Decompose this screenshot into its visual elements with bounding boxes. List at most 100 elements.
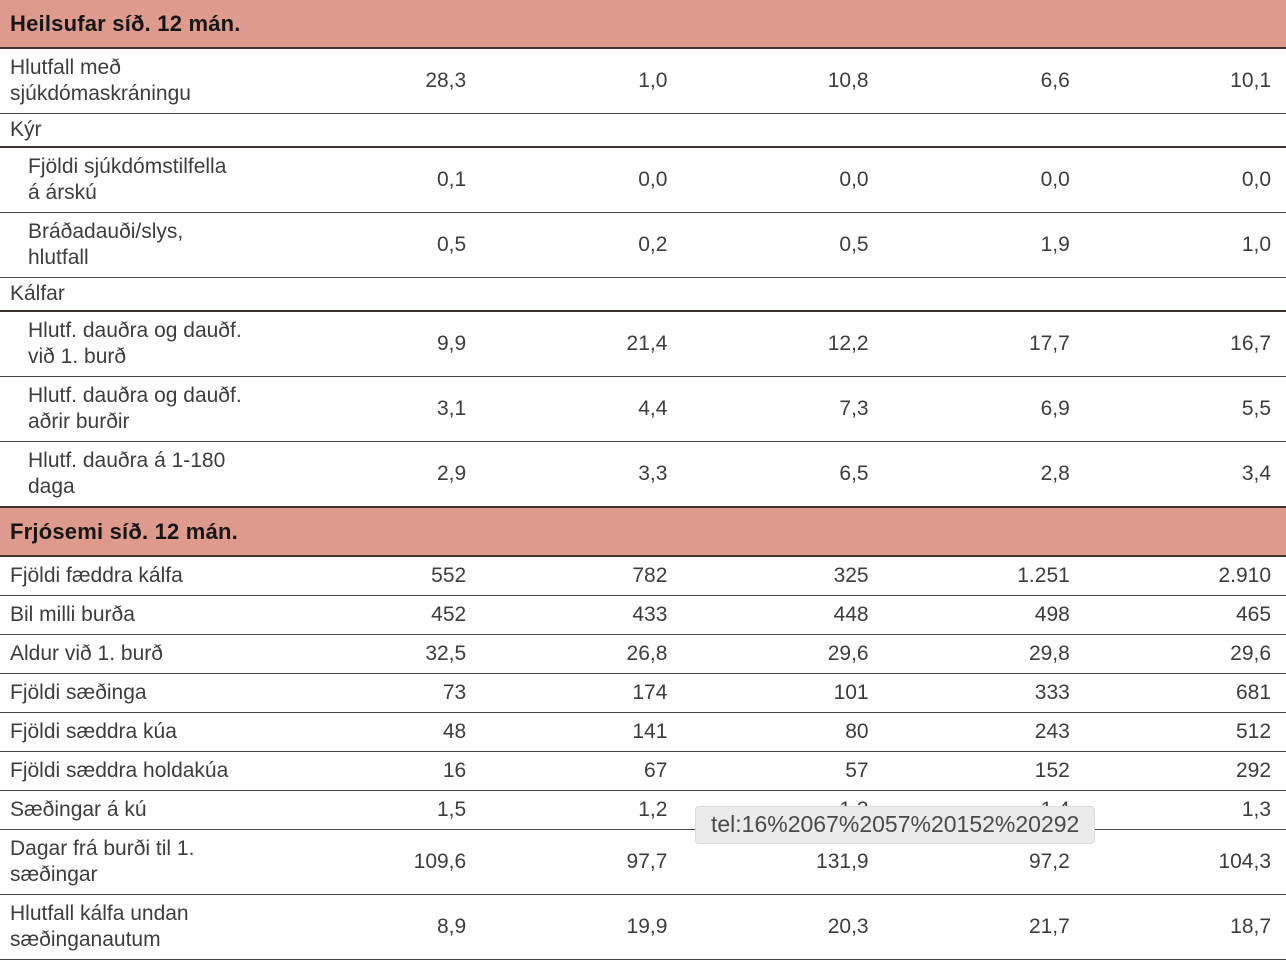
table-row: Aldur við 1. burð 32,5 26,8 29,6 29,8 29,6	[0, 635, 1286, 674]
row-label: Kálfar	[10, 282, 65, 305]
row-value: 104,3	[1218, 850, 1272, 873]
row-value: 325	[833, 564, 869, 587]
table-row: Fjöldi fæddra kálfa 552 782 325 1.251 2.910	[0, 557, 1286, 596]
row-value: 448	[833, 603, 869, 626]
row-label: Fjöldi sjúkdómstilfella á árskú	[28, 155, 227, 204]
row-value: 29,8	[1028, 642, 1070, 665]
row-value: 333	[1034, 681, 1070, 704]
row-label: Kýr	[10, 118, 42, 141]
row-label: Fjöldi sæðinga	[10, 681, 147, 704]
row-value: 73	[442, 681, 467, 704]
row-value: 0,0	[638, 168, 668, 191]
table-row: Hlutfall kálfa undan sæðinganautum 8,9 19,…	[0, 895, 1286, 960]
row-label: Hlutf. dauðra og dauðf. aðrir burðir	[28, 384, 242, 433]
row-value: 1.251	[1017, 564, 1070, 587]
row-value: 4,4	[638, 397, 668, 420]
table-row: Fjöldi sæddra holdakúa 16 67 57 152 292	[0, 752, 1286, 791]
row-value: 0,1	[437, 168, 467, 191]
table-row: Sæðingar á kú1,51,21,31,41,3	[0, 791, 1286, 830]
row-value: 782	[632, 564, 668, 587]
row-value: 0,0	[1040, 168, 1070, 191]
row-value: 292	[1235, 759, 1272, 782]
row-value	[280, 288, 481, 300]
row-value: 2,9	[437, 462, 467, 485]
row-value: 9,9	[437, 332, 467, 355]
row-value: 16,7	[1230, 332, 1272, 355]
row-value	[280, 124, 481, 136]
row-value: 29,6	[1230, 642, 1272, 665]
row-value: 1,2	[638, 798, 668, 821]
table-row: Hlutf. dauðra og dauðf. við 1. burð 9,9 21…	[0, 312, 1286, 377]
row-value: 5,5	[1241, 397, 1272, 420]
row-label: Fjöldi sæddra holdakúa	[10, 759, 229, 782]
row-value	[1085, 124, 1286, 136]
row-label: Hlutfall kálfa undan sæðinganautum	[10, 902, 189, 951]
row-value	[682, 124, 883, 136]
row-value: 681	[1235, 681, 1272, 704]
section-header: Frjósemi síð. 12 mán.	[0, 506, 1286, 557]
row-value: 57	[845, 759, 869, 782]
row-value: 67	[644, 759, 668, 782]
table-row: Fjöldi sæddra kúa 48 141 80 243 512	[0, 713, 1286, 752]
row-value: 6,6	[1040, 69, 1070, 92]
row-label: Bráðadauði/slys, hlutfall	[28, 220, 184, 269]
row-value: 174	[632, 681, 668, 704]
row-value: 141	[632, 720, 668, 743]
row-value: 1,3	[1241, 798, 1272, 821]
row-value: 0,0	[1241, 168, 1272, 191]
row-value: 18,7	[1230, 915, 1272, 938]
row-value: 28,3	[425, 69, 467, 92]
table-row: Bil milli burða 452 433 448 498 465	[0, 596, 1286, 635]
row-value: 101	[833, 681, 869, 704]
row-label: Fjöldi fæddra kálfa	[10, 564, 183, 587]
row-value: 0,0	[839, 168, 869, 191]
link-preview-tooltip: tel:16%2067%2057%20152%20292	[695, 806, 1096, 844]
row-value: 465	[1235, 603, 1272, 626]
row-value	[1085, 288, 1286, 300]
row-value: 16	[442, 759, 467, 782]
row-value: 19,9	[626, 915, 668, 938]
row-value: 32,5	[425, 642, 467, 665]
row-value: 109,6	[413, 850, 467, 873]
row-value	[481, 288, 682, 300]
row-value	[884, 288, 1085, 300]
row-value: 10,1	[1230, 69, 1272, 92]
row-value: 1,9	[1040, 233, 1070, 256]
row-value: 1,5	[437, 798, 467, 821]
row-value: 2,8	[1040, 462, 1070, 485]
row-value: 12,2	[827, 332, 869, 355]
table-row: Hlutf. dauðra og dauðf. aðrir burðir 3,1 4…	[0, 377, 1286, 442]
row-value: 21,7	[1028, 915, 1070, 938]
table-row: Dagar frá burði til 1. sæðingar 109,6 97,7…	[0, 830, 1286, 895]
row-value: 8,9	[437, 915, 467, 938]
row-label: Hlutf. dauðra á 1-180 daga	[28, 449, 226, 498]
table-row: Hlutfall með sjúkdómaskráningu 28,3 1,0 10,…	[0, 49, 1286, 114]
row-value: 3,1	[437, 397, 467, 420]
row-value: 0,5	[839, 233, 869, 256]
row-value: 3,4	[1241, 462, 1272, 485]
row-value: 97,2	[1028, 850, 1070, 873]
row-value: 131,9	[816, 850, 869, 873]
row-label: Aldur við 1. burð	[10, 642, 163, 665]
group-header-row: Kýr	[0, 114, 1286, 148]
row-value: 7,3	[839, 397, 869, 420]
row-value: 0,2	[638, 233, 668, 256]
row-value: 1,0	[638, 69, 668, 92]
row-value: 17,7	[1028, 332, 1070, 355]
row-value: 243	[1034, 720, 1070, 743]
row-label: Dagar frá burði til 1. sæðingar	[10, 837, 195, 886]
row-value: 498	[1034, 603, 1070, 626]
table-row: Hlutf. dauðra á 1-180 daga 2,9 3,3 6,5 2,8 3,…	[0, 442, 1286, 506]
table-row: Fjöldi sæðinga 73 174 101 333 681	[0, 674, 1286, 713]
row-value	[682, 288, 883, 300]
row-value	[481, 124, 682, 136]
row-value: 2.910	[1218, 564, 1272, 587]
row-value: 26,8	[626, 642, 668, 665]
row-value: 452	[431, 603, 467, 626]
report-section: Heilsufar síð. 12 mán. Hlutfall með sjúkd…	[0, 0, 1286, 506]
row-value: 97,7	[626, 850, 668, 873]
row-label: Fjöldi sæddra kúa	[10, 720, 177, 743]
row-value: 512	[1235, 720, 1272, 743]
row-value: 552	[431, 564, 467, 587]
